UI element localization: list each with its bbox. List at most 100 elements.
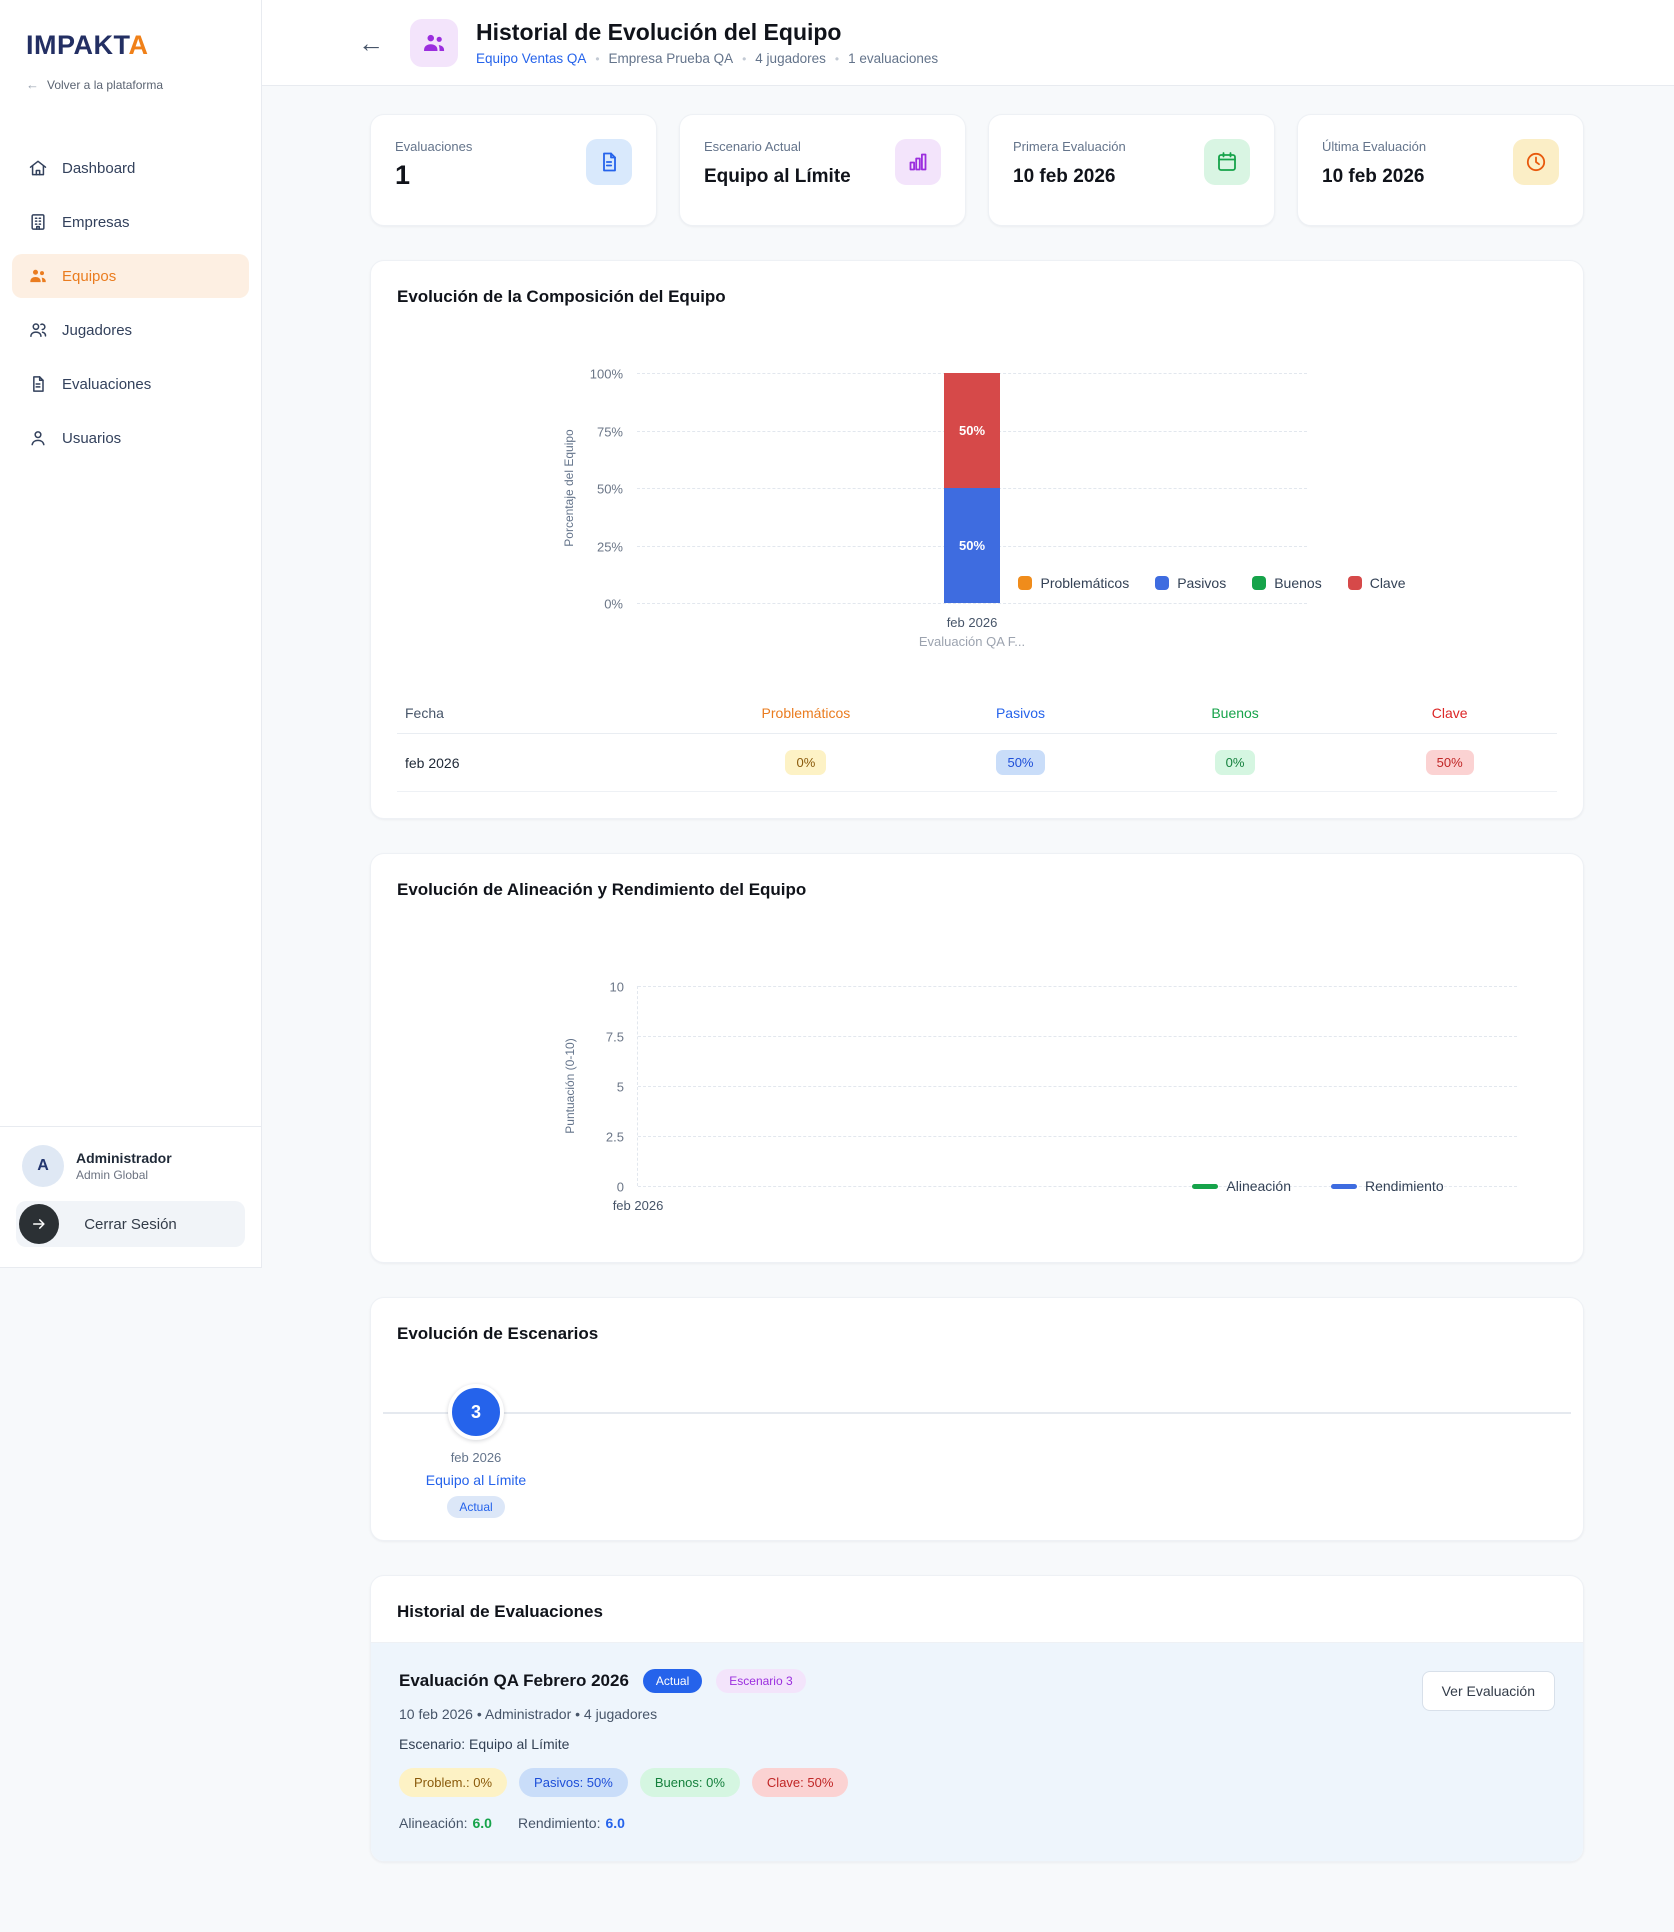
arrow-left-icon: ← (26, 77, 39, 92)
dot-separator: • (834, 51, 840, 66)
page-header: ← Historial de Evolución del Equipo Equi… (262, 0, 1674, 86)
x-axis-category: feb 2026 Evaluación QA F... (919, 615, 1025, 649)
building-icon (31, 214, 45, 230)
alignment-legend: Alineación Rendimiento (878, 1178, 1674, 1194)
sidebar-item-label: Jugadores (62, 321, 133, 339)
composition-plot-area: Porcentaje del Equipo 100% 75% 50% 25% 0… (562, 367, 1406, 650)
y-tick: 10 (609, 979, 624, 995)
stat-value: Equipo al Límite (704, 166, 851, 187)
players-icon (30, 323, 47, 337)
logo-part-2: A (128, 30, 149, 60)
document-icon (586, 139, 632, 185)
stat-label: Escenario Actual (704, 139, 801, 154)
cell-fecha: feb 2026 (397, 733, 699, 792)
history-header: Historial de Evaluaciones (371, 1576, 1583, 1643)
page-title: Historial de Evolución del Equipo (476, 19, 842, 45)
logo-part-1: IMPAKT (26, 30, 129, 60)
scenarios-card: Evolución de Escenarios 3 feb 2026 Equip… (370, 1297, 1584, 1541)
scenario-date: feb 2026 (450, 1450, 502, 1465)
dot-separator: • (595, 51, 600, 66)
y-tick: 25% (596, 539, 623, 554)
column-header-pasivos: Pasivos (913, 693, 1128, 734)
y-tick: 100% (589, 366, 623, 382)
legend-item-pasivos: Pasivos (1155, 575, 1226, 591)
legend-label: Clave (1369, 575, 1406, 591)
legend-label: Alineación (1226, 1178, 1291, 1194)
table-header-row: Fecha Problemáticos Pasivos Buenos Clave (397, 693, 1557, 734)
timeline-event: 3 feb 2026 Equipo al Límite Actual (411, 1384, 541, 1518)
stat-label: Primera Evaluación (1013, 139, 1126, 154)
evaluation-composition-pills: Problem.: 0% Pasivos: 50% Buenos: 0% Cla… (399, 1768, 1422, 1797)
user-icon (31, 431, 45, 446)
cell-problematicos: 0% (698, 733, 914, 792)
legend-label: Pasivos (1177, 575, 1227, 591)
composition-chart-title: Evolución de la Composición del Equipo (397, 287, 726, 306)
table-row: feb 2026 0% 50% 0% 50% (397, 733, 1557, 792)
sidebar-item-label: Empresas (62, 213, 130, 231)
stat-label: Última Evaluación (1322, 139, 1427, 154)
column-header-fecha: Fecha (397, 693, 699, 734)
gridline: 10 (610, 980, 1517, 995)
bar-segment-clave: 50% (944, 373, 1000, 488)
home-icon (29, 160, 47, 176)
scenario-name-link[interactable]: Equipo al Límite (425, 1472, 527, 1488)
sidebar-item-dashboard[interactable]: Dashboard (12, 146, 249, 190)
sidebar-item-jugadores[interactable]: Jugadores (12, 308, 249, 352)
breadcrumb-team-link[interactable]: Equipo Ventas QA (476, 51, 587, 66)
logout-button[interactable]: Cerrar Sesión (16, 1201, 245, 1247)
value-pill: 50% (1425, 750, 1474, 775)
actual-badge: Actual (642, 1669, 703, 1693)
logout-label: Cerrar Sesión (84, 1215, 177, 1233)
breadcrumb-company: Empresa Prueba QA (608, 51, 734, 66)
sidebar-item-empresas[interactable]: Empresas (12, 200, 249, 244)
stacked-bar-feb-2026: 50% 50% (944, 373, 1000, 603)
sidebar-item-equipos[interactable]: Equipos (12, 254, 249, 298)
back-to-platform-label: Volver a la plataforma (47, 77, 164, 92)
score-label: Alineación: (399, 1815, 468, 1831)
composition-legend: Problemáticos Pasivos Buenos Clave (877, 575, 1547, 591)
alignment-chart: Puntuación (0-10) 10 7.5 5 2.5 0 feb 202… (397, 926, 1557, 1236)
sidebar-item-label: Equipos (62, 267, 117, 285)
sidebar-item-evaluaciones[interactable]: Evaluaciones (12, 362, 249, 406)
score-label: Rendimiento: (517, 1815, 601, 1831)
y-axis-title: Porcentaje del Equipo (562, 429, 576, 547)
score-alineacion: Alineación: 6.0 (399, 1815, 492, 1831)
user-name: Administrador (76, 1150, 172, 1166)
dot-separator: • (742, 51, 747, 66)
avatar: A (22, 1145, 64, 1187)
app-logo: IMPAKTA (26, 30, 261, 61)
stat-value: 10 feb 2026 (1322, 166, 1425, 187)
y-tick: 0% (604, 596, 623, 612)
team-icon (30, 269, 46, 283)
x-tick-label: feb 2026 (612, 1198, 664, 1213)
scenario-actual-badge: Actual (447, 1496, 505, 1518)
sidebar-nav: Dashboard Empresas Equipos Jugadores Eva… (12, 146, 249, 460)
back-to-platform-link[interactable]: ← Volver a la plataforma (26, 77, 261, 92)
clock-icon (1513, 139, 1559, 185)
legend-swatch-orange (1018, 576, 1033, 590)
ver-evaluacion-button[interactable]: Ver Evaluación (1421, 1671, 1555, 1711)
cell-buenos: 0% (1127, 733, 1343, 792)
pill-clave: Clave: 50% (751, 1768, 849, 1797)
legend-item-problematicos: Problemáticos (1018, 575, 1129, 591)
timeline-line (383, 1412, 1571, 1414)
stat-card-evaluaciones: Evaluaciones 1 (370, 114, 657, 226)
scenario-number-marker[interactable]: 3 (448, 1384, 504, 1440)
pill-problematicos: Problem.: 0% (399, 1768, 508, 1797)
column-header-problematicos: Problemáticos (698, 693, 914, 734)
breadcrumb-players: 4 jugadores (755, 51, 826, 66)
legend-label: Buenos (1274, 575, 1322, 591)
y-tick: 5 (616, 1079, 624, 1095)
legend-line-blue (1331, 1183, 1357, 1189)
back-button[interactable]: ← (358, 27, 384, 58)
cell-clave: 50% (1342, 733, 1557, 792)
legend-item-buenos: Buenos (1252, 575, 1322, 591)
x-tick-label: feb 2026 (946, 615, 998, 630)
evaluation-list-item: Evaluación QA Febrero 2026 Actual Escena… (371, 1643, 1583, 1861)
sidebar-item-usuarios[interactable]: Usuarios (12, 416, 249, 460)
bar-segment-pasivos: 50% (944, 488, 1000, 603)
x-tick-sublabel: Evaluación QA F... (918, 634, 1026, 649)
calendar-icon (1204, 139, 1250, 185)
sidebar-item-label: Usuarios (62, 429, 122, 447)
pill-pasivos: Pasivos: 50% (519, 1768, 628, 1797)
